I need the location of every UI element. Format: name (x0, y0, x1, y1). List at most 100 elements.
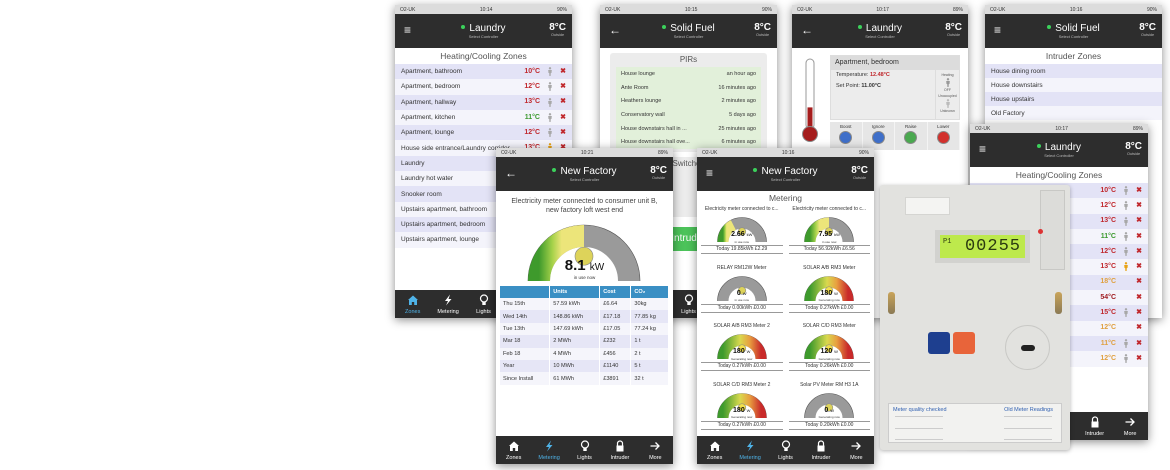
gauge-fill (804, 217, 830, 243)
remove-zone-icon[interactable]: ✖ (1136, 263, 1142, 271)
remove-zone-icon[interactable]: ✖ (560, 113, 566, 121)
tab-more[interactable]: More (638, 436, 673, 464)
back-arrow-icon[interactable]: ← (801, 23, 813, 37)
pir-row[interactable]: Conservatory wall 5 days ago (616, 108, 761, 122)
table-cell: £1140 (599, 359, 632, 373)
meter-card[interactable]: SOLAR C/D RM3 Meter 120 W Generating now To… (788, 322, 870, 381)
back-arrow-icon[interactable]: ← (505, 166, 517, 180)
boost-button[interactable]: Boost (830, 122, 863, 150)
remove-zone-icon[interactable]: ✖ (1136, 201, 1142, 209)
tab-intruder[interactable]: Intruder (803, 436, 838, 464)
tab-label: Lights (681, 308, 696, 315)
lower-button[interactable]: Lower (928, 122, 960, 150)
tab-zones[interactable]: Zones (496, 436, 531, 464)
meter-card[interactable]: SOLAR C/D RM3 Meter 2 180 W Generating now… (701, 381, 783, 440)
tab-intruder[interactable]: Intruder (602, 436, 637, 464)
battery-level: 90% (1146, 6, 1157, 13)
lightning-icon (825, 402, 834, 412)
tab-metering[interactable]: Metering (732, 436, 767, 464)
remove-zone-icon[interactable]: ✖ (1136, 186, 1142, 194)
controller-selector[interactable]: Laundry Select Controller (1000, 140, 1118, 159)
ignore-button[interactable]: Ignore (863, 122, 895, 150)
intruder-zone-row[interactable]: House upstairs (985, 92, 1162, 106)
zone-row[interactable]: Apartment, hallway 13°C ✖ (395, 94, 572, 110)
status-dot-icon (461, 24, 466, 29)
remove-zone-icon[interactable]: ✖ (1136, 247, 1142, 255)
remove-zone-icon[interactable]: ✖ (1136, 354, 1142, 362)
meter-card[interactable]: Electricity meter connected to c... 7.95 … (788, 205, 870, 264)
zone-temperature: 10°C (1100, 186, 1116, 194)
meter-grid: Electricity meter connected to c... 2.66 … (697, 205, 874, 439)
person-icon (936, 99, 959, 108)
gauge-fill (717, 393, 767, 418)
tab-metering[interactable]: Metering (430, 290, 465, 318)
tab-more[interactable]: More (839, 436, 874, 464)
pir-row[interactable]: Heathers lounge 2 minutes ago (616, 94, 761, 109)
intruder-zone-row[interactable]: Old Factory (985, 106, 1162, 120)
remove-zone-icon[interactable]: ✖ (1136, 293, 1142, 301)
zone-name: Laundry (401, 159, 425, 167)
zone-row[interactable]: Apartment, bedroom 12°C ✖ (395, 79, 572, 95)
controller-selector[interactable]: New Factory Select Controller (526, 164, 643, 183)
lightning-icon (744, 440, 756, 454)
remove-zone-icon[interactable]: ✖ (560, 144, 566, 152)
controller-selector[interactable]: Solid Fuel Select Controller (630, 21, 747, 40)
tab-lights[interactable]: Lights (768, 436, 803, 464)
remove-zone-icon[interactable]: ✖ (1136, 278, 1142, 286)
tab-lights[interactable]: Lights (466, 290, 501, 318)
tab-label: More (1123, 430, 1137, 437)
controller-selector[interactable]: Laundry Select Controller (425, 21, 542, 40)
tab-more[interactable]: More (1112, 412, 1148, 440)
temperature-line: Temperature: 12.48°C (831, 70, 959, 81)
zone-row[interactable]: Apartment, lounge 12°C ✖ (395, 125, 572, 141)
remove-zone-icon[interactable]: ✖ (1136, 217, 1142, 225)
back-arrow-icon[interactable]: ← (609, 23, 621, 37)
hamburger-menu-icon[interactable]: ≡ (979, 142, 987, 156)
tab-metering[interactable]: Metering (531, 436, 566, 464)
status-bar: O2-UK 10:17 89% (970, 124, 1148, 133)
hamburger-menu-icon[interactable]: ≡ (404, 23, 412, 37)
tab-lights[interactable]: Lights (671, 290, 706, 318)
meter-quality-checked-label: Meter quality checked (893, 407, 947, 413)
pir-row[interactable]: Ante Room 16 minutes ago (616, 80, 761, 95)
hamburger-menu-icon[interactable]: ≡ (706, 166, 714, 180)
tab-zones[interactable]: Zones (395, 290, 430, 318)
remove-zone-icon[interactable]: ✖ (1136, 232, 1142, 240)
tab-lights[interactable]: Lights (567, 436, 602, 464)
pir-row[interactable]: House lounge an hour ago (616, 67, 761, 81)
intruder-zone-row[interactable]: House dining room (985, 64, 1162, 78)
tab-intruder[interactable]: Intruder (1077, 412, 1113, 440)
tab-zones[interactable]: Zones (697, 436, 732, 464)
remove-zone-icon[interactable]: ✖ (560, 67, 566, 75)
remove-zone-icon[interactable]: ✖ (560, 128, 566, 136)
meter-card[interactable]: Solar PV Meter RM H3 1A 0 W Generating now… (788, 381, 870, 440)
zone-row[interactable]: Apartment, bathroom 10°C ✖ (395, 64, 572, 80)
home-icon (407, 294, 419, 308)
intruder-zone-row[interactable]: House downstairs (985, 78, 1162, 92)
person-icon (1123, 231, 1129, 241)
controller-selector[interactable]: Laundry Select Controller (822, 21, 938, 40)
remove-zone-icon[interactable]: ✖ (1136, 339, 1142, 347)
hamburger-menu-icon[interactable]: ≡ (994, 23, 1002, 37)
remove-zone-icon[interactable]: ✖ (1136, 324, 1142, 332)
meter-card[interactable]: Electricity meter connected to c... 2.66 … (701, 205, 783, 264)
remove-zone-icon[interactable]: ✖ (560, 98, 566, 106)
meter-card[interactable]: SOLAR A/B RM3 Meter 180 W Generating now To… (788, 264, 870, 323)
select-controller-label: Select Controller (1044, 153, 1074, 158)
remove-zone-icon[interactable]: ✖ (1136, 309, 1142, 317)
pir-last-triggered: 25 minutes ago (718, 125, 756, 132)
pir-row[interactable]: House downstairs hall ove... 6 minutes ag… (616, 135, 761, 150)
table-cell: 77.24 kg (630, 322, 669, 336)
meter-description: Electricity meter connected to consumer … (511, 198, 658, 214)
meter-number: 180 (820, 289, 833, 297)
meter-card[interactable]: SOLAR A/B RM3 Meter 2 180 W Generating now… (701, 322, 783, 381)
controller-selector[interactable]: Solid Fuel Select Controller (1015, 21, 1132, 40)
controller-selector[interactable]: New Factory Select Controller (727, 164, 844, 183)
carrier-label: O2-UK (990, 6, 1006, 13)
pir-row[interactable]: House downstairs hall in ... 25 minutes a… (616, 121, 761, 136)
screen-content: Apartment, bedroom Temperature: 12.48°C Se… (792, 48, 968, 318)
remove-zone-icon[interactable]: ✖ (560, 82, 566, 90)
raise-button[interactable]: Raise (895, 122, 928, 150)
zone-row[interactable]: Apartment, kitchen 11°C ✖ (395, 109, 572, 126)
